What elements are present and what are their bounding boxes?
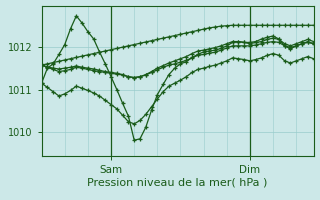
X-axis label: Pression niveau de la mer( hPa ): Pression niveau de la mer( hPa ) xyxy=(87,178,268,188)
